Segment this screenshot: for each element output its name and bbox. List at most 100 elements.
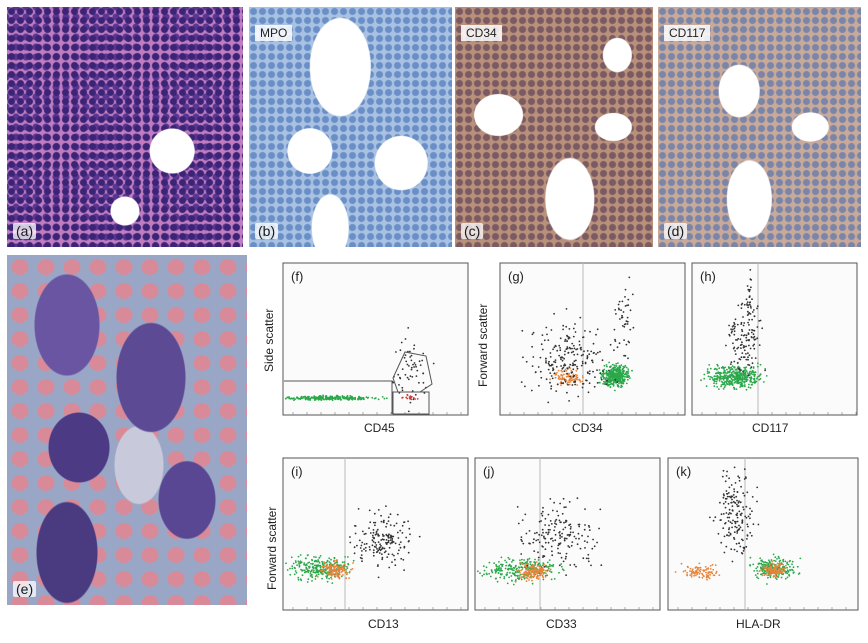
event-dot [752, 563, 755, 566]
event-dot [587, 557, 590, 560]
event-dot [565, 375, 568, 378]
event-dot [618, 300, 621, 303]
event-dot [766, 574, 768, 576]
event-dot [558, 519, 561, 522]
event-dot [743, 366, 746, 369]
event-dot [749, 305, 752, 308]
event-dot [311, 563, 314, 565]
event-dot [709, 376, 712, 378]
event-dot [595, 333, 597, 336]
event-dot [506, 571, 509, 574]
event-dot [733, 466, 736, 469]
event-dot [352, 559, 355, 562]
event-dot [792, 566, 795, 569]
event-dot [560, 556, 563, 559]
event-dot [736, 514, 738, 517]
event-dot [691, 571, 694, 574]
event-dot [383, 397, 386, 400]
event-dot [743, 478, 746, 480]
event-dot [381, 533, 384, 536]
event-dot [559, 542, 562, 544]
event-dot [605, 383, 608, 386]
event-dot [343, 563, 346, 566]
event-dot [554, 522, 556, 525]
event-dot [751, 362, 754, 365]
event-dot [717, 365, 719, 367]
event-dot [617, 362, 619, 364]
event-dot [503, 577, 506, 580]
event-dot [496, 569, 499, 572]
event-dot [331, 397, 334, 399]
event-dot [749, 531, 752, 534]
event-dot [397, 552, 399, 555]
event-dot [728, 477, 730, 480]
event-dot [729, 383, 731, 385]
event-dot [549, 568, 552, 571]
event-dot [746, 285, 749, 287]
event-dot [742, 316, 744, 318]
event-dot [593, 385, 596, 388]
event-dot [390, 534, 392, 537]
event-dot [334, 568, 337, 571]
event-dot [345, 397, 347, 400]
event-dot [345, 577, 348, 580]
event-dot [377, 509, 380, 511]
event-dot [311, 580, 313, 582]
event-dot [752, 333, 755, 336]
event-dot [520, 536, 523, 538]
event-dot [550, 387, 552, 390]
event-dot [338, 571, 341, 574]
event-dot [363, 548, 365, 550]
event-dot [506, 573, 508, 576]
event-dot [588, 372, 591, 375]
event-dot [549, 565, 551, 568]
event-dot [368, 527, 370, 529]
event-dot [587, 560, 590, 563]
event-dot [394, 558, 396, 561]
event-dot [377, 534, 380, 537]
event-dot [576, 378, 578, 381]
event-dot [295, 571, 298, 574]
event-dot [570, 369, 573, 372]
gate-lymphocyte [284, 380, 393, 414]
event-dot [618, 368, 621, 370]
event-dot [738, 476, 741, 479]
event-dot [520, 577, 522, 579]
event-dot [743, 346, 746, 348]
event-dot [567, 545, 570, 547]
event-dot [324, 571, 327, 574]
event-dot [413, 366, 415, 368]
event-dot [359, 397, 361, 399]
event-dot [618, 382, 620, 385]
event-dot [514, 565, 517, 568]
event-dot [722, 469, 725, 472]
event-dot [550, 385, 553, 388]
event-dot [412, 397, 415, 399]
event-dot [576, 374, 578, 377]
event-dot [551, 554, 554, 557]
event-dot [709, 565, 712, 567]
event-dot [618, 308, 620, 311]
event-dot [785, 564, 787, 567]
event-dot [550, 375, 553, 377]
event-dot [768, 559, 770, 562]
event-dot [779, 564, 781, 567]
event-dot [745, 298, 748, 301]
plot-frame [499, 262, 686, 416]
event-dot [400, 557, 403, 560]
event-dot [542, 572, 545, 575]
event-dot [624, 364, 627, 367]
event-dot [764, 561, 767, 564]
event-dot [324, 562, 326, 564]
event-dot [527, 574, 530, 577]
event-dot [521, 563, 524, 565]
event-dot [544, 548, 547, 551]
event-dot [748, 324, 750, 326]
event-dot [752, 344, 755, 347]
event-dot [724, 480, 727, 483]
event-dot [624, 288, 627, 291]
event-dot [479, 572, 481, 575]
event-dot [570, 372, 573, 374]
event-dot [572, 368, 575, 371]
event-dot [611, 379, 614, 381]
